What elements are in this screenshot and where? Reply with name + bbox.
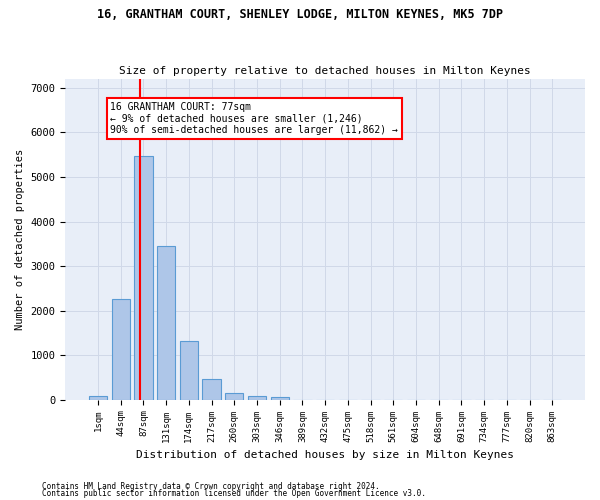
Bar	[202, 379, 221, 400]
Bar	[112, 298, 130, 400]
Text: 16, GRANTHAM COURT, SHENLEY LODGE, MILTON KEYNES, MK5 7DP: 16, GRANTHAM COURT, SHENLEY LODGE, MILTO…	[97, 8, 503, 20]
Y-axis label: Number of detached properties: Number of detached properties	[15, 149, 25, 330]
Text: Contains HM Land Registry data © Crown copyright and database right 2024.: Contains HM Land Registry data © Crown c…	[42, 482, 380, 491]
Bar	[157, 246, 175, 400]
Bar	[89, 396, 107, 400]
Bar	[134, 156, 152, 400]
Bar	[180, 342, 198, 400]
Bar	[248, 396, 266, 400]
Bar	[271, 397, 289, 400]
X-axis label: Distribution of detached houses by size in Milton Keynes: Distribution of detached houses by size …	[136, 450, 514, 460]
Text: Contains public sector information licensed under the Open Government Licence v3: Contains public sector information licen…	[42, 489, 426, 498]
Title: Size of property relative to detached houses in Milton Keynes: Size of property relative to detached ho…	[119, 66, 531, 76]
Bar	[225, 392, 244, 400]
Text: 16 GRANTHAM COURT: 77sqm
← 9% of detached houses are smaller (1,246)
90% of semi: 16 GRANTHAM COURT: 77sqm ← 9% of detache…	[110, 102, 398, 136]
